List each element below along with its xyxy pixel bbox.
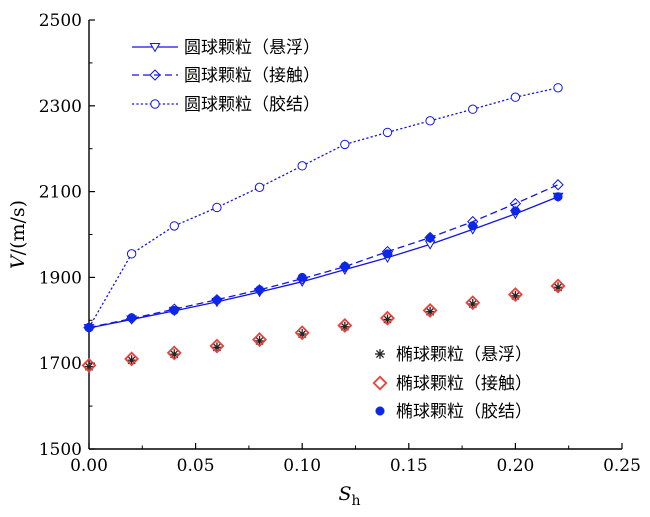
data-point: [297, 272, 307, 282]
data-point: [550, 278, 566, 294]
data-point: [382, 127, 393, 138]
series-6: [84, 192, 563, 333]
data-point: [552, 179, 564, 191]
legend-marker: [372, 375, 388, 391]
data-point: [294, 325, 310, 341]
y-tick-label: 1900: [39, 268, 82, 288]
data-point: [425, 116, 435, 126]
legend-item: 圆球颗粒（接触）: [132, 66, 320, 86]
data-point: [380, 310, 395, 326]
legend-top-left: 圆球颗粒（悬浮） 圆球颗粒（接触） 圆球颗粒（胶结）: [132, 38, 320, 115]
data-point: [468, 221, 478, 231]
data-point: [255, 285, 265, 295]
data-point: [169, 221, 179, 231]
data-point: [126, 249, 137, 259]
data-point: [254, 182, 265, 193]
data-point: [507, 287, 523, 303]
data-point: [337, 317, 353, 333]
data-point: [422, 302, 438, 318]
data-point: [425, 306, 436, 317]
legend-label: 圆球颗粒（悬浮）: [184, 38, 320, 58]
data-point: [382, 249, 393, 259]
x-tick-label: 0.00: [70, 456, 108, 476]
x-tick-label: 0.05: [177, 456, 215, 476]
y-axis-title: V/(m/s): [7, 200, 29, 269]
x-axis-title: Sh: [338, 483, 360, 509]
data-point: [209, 338, 225, 354]
data-point: [166, 345, 182, 361]
legend-label: 椭球颗粒（悬浮）: [396, 345, 532, 365]
data-point: [297, 161, 307, 171]
data-point: [510, 206, 520, 216]
series-2: [83, 179, 564, 334]
data-point: [84, 361, 94, 372]
series-line: [88, 196, 559, 329]
series-3: [84, 83, 563, 333]
legend-label: 椭球颗粒（胶结）: [396, 402, 532, 422]
y-tick-label: 2100: [39, 183, 82, 203]
data-point: [212, 295, 222, 305]
data-point: [84, 323, 94, 333]
y-tick-label: 1500: [39, 440, 82, 460]
axes: 1500 1700 1900 2100 2300 2500 0.00 0.05 0.10 0.15…: [39, 11, 641, 476]
data-point: [425, 233, 435, 243]
legend-label: 椭球颗粒（接触）: [396, 374, 532, 394]
x-tick-label: 0.15: [390, 456, 428, 476]
legend-item: 圆球颗粒（胶结）: [132, 95, 320, 115]
data-point: [340, 139, 350, 150]
data-point: [468, 104, 478, 114]
data-point: [169, 305, 179, 315]
legend: 圆球颗粒（悬浮） 圆球颗粒（接触） 圆球颗粒（胶结） 椭球颗粒（悬浮） 椭球颗粒（接触）…: [132, 38, 532, 422]
data-point: [553, 192, 563, 202]
y-tick-label: 2500: [39, 11, 82, 31]
data-point: [212, 202, 222, 213]
x-tick-label: 0.10: [283, 456, 321, 476]
data-point: [465, 295, 481, 311]
data-point: [124, 351, 140, 367]
legend-marker: [375, 349, 385, 359]
data-point: [127, 313, 137, 323]
data-point: [510, 92, 521, 102]
plot-area: [81, 83, 566, 373]
x-tick-label: 0.20: [496, 456, 534, 476]
data-point: [553, 83, 563, 93]
series-5: [81, 278, 566, 373]
legend-marker: [150, 99, 160, 109]
series-line: [88, 87, 559, 328]
data-point: [340, 261, 350, 271]
x-tick-label: 0.25: [603, 456, 641, 476]
legend-item: 椭球颗粒（悬浮）: [375, 345, 532, 365]
legend-item: 椭球颗粒（胶结）: [375, 402, 532, 422]
data-point: [81, 357, 97, 373]
legend-marker: [149, 69, 161, 81]
legend-label: 圆球颗粒（胶结）: [184, 95, 320, 115]
legend-item: 圆球颗粒（悬浮）: [132, 38, 320, 58]
data-point: [252, 332, 268, 348]
legend-marker: [375, 406, 385, 416]
series-line: [88, 184, 559, 329]
legend-marker: [149, 43, 161, 53]
y-tick-label: 1700: [39, 354, 82, 374]
legend-label: 圆球颗粒（接触）: [184, 66, 320, 86]
y-tick-label: 2300: [39, 97, 82, 117]
legend-item: 椭球颗粒（接触）: [372, 374, 532, 394]
legend-bottom-right: 椭球颗粒（悬浮） 椭球颗粒（接触） 椭球颗粒（胶结）: [372, 345, 532, 422]
